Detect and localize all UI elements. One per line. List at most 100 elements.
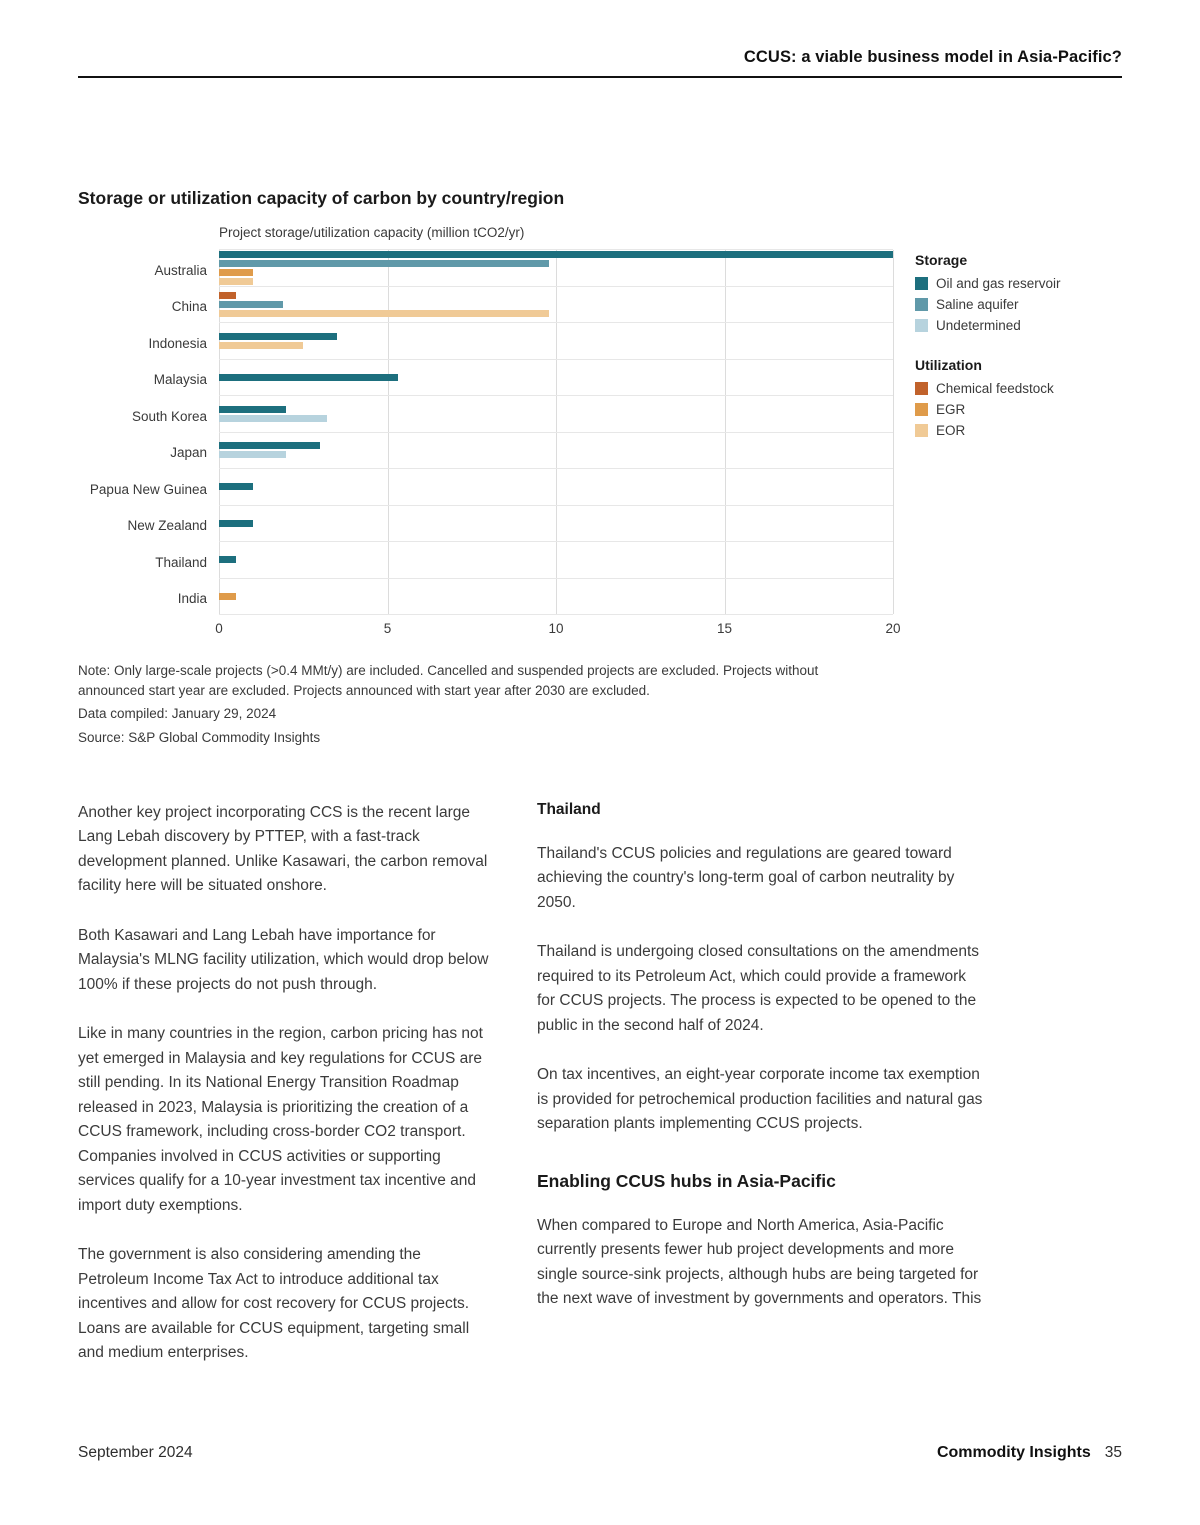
tick-label: 10	[548, 621, 564, 636]
page-header: CCUS: a viable business model in Asia-Pa…	[78, 0, 1122, 67]
page: CCUS: a viable business model in Asia-Pa…	[78, 0, 1122, 1391]
legend-swatch	[915, 319, 928, 332]
chart-bar	[219, 451, 287, 459]
tick-label: 0	[215, 621, 223, 636]
chart-row	[219, 433, 893, 469]
chart-row-label: Indonesia	[148, 335, 207, 351]
chart-bar	[219, 556, 236, 564]
chart-row-label: Thailand	[155, 554, 207, 570]
header-rule	[78, 76, 1122, 78]
chart-bar	[219, 300, 284, 308]
chart-bar	[219, 373, 398, 381]
footer-right: Commodity Insights 35	[937, 1444, 1122, 1462]
chart-bar	[219, 259, 550, 267]
tick-label: 20	[885, 621, 901, 636]
chart-row-label: New Zealand	[127, 518, 207, 534]
chart-row	[219, 323, 893, 360]
legend-item: Saline aquifer	[915, 297, 1122, 312]
paragraph: Both Kasawari and Lang Lebah have import…	[78, 926, 489, 993]
chart-row	[219, 360, 893, 396]
footer-page-number: 35	[1104, 1444, 1122, 1461]
footer-brand: Commodity Insights	[936, 1444, 1091, 1461]
paragraph: Another key project incorporating CCS is…	[78, 803, 488, 895]
legend-label: EOR	[936, 423, 966, 438]
chart-bar	[219, 483, 253, 491]
paragraph: Thailand is undergoing closed consultati…	[537, 943, 980, 1034]
page-footer: September 2024 Commodity Insights 35	[78, 1444, 1122, 1462]
legend-swatch	[915, 403, 928, 416]
subsection-heading-thailand: Thailand	[537, 800, 601, 818]
chart-bar	[219, 332, 337, 340]
chart-bar	[219, 414, 327, 422]
chart-bar	[219, 442, 321, 450]
tick-label: 15	[716, 621, 733, 636]
legend-group: Utilization Chemical feedstock EGR EOR	[915, 357, 1122, 438]
chart-notes: Note: Only large-scale projects (>0.4 MM…	[78, 661, 878, 749]
chart-row	[219, 287, 893, 323]
legend-label: Saline aquifer	[936, 297, 1019, 312]
legend-swatch	[915, 298, 928, 311]
footer-date: September 2024	[78, 1444, 193, 1461]
chart-bar	[219, 341, 304, 349]
legend-swatch	[915, 382, 928, 395]
legend-item: Oil and gas reservoir	[915, 276, 1122, 291]
legend-group-title: Storage	[915, 252, 968, 268]
paragraph: When compared to Europe and North Americ…	[537, 1216, 982, 1308]
chart-note: Note: Only large-scale projects (>0.4 MM…	[78, 663, 819, 698]
legend-item: Undetermined	[915, 318, 1122, 333]
chart-row-label: India	[177, 591, 207, 607]
left-column: Another key project incorporating CCS is…	[78, 801, 492, 1391]
legend-item: Chemical feedstock	[915, 381, 1122, 396]
chart-bar	[219, 291, 236, 299]
chart-bar	[219, 405, 287, 413]
chart-bar	[219, 592, 236, 600]
legend-item: EGR	[915, 402, 1122, 417]
paragraph: Thailand's CCUS policies and regulations…	[537, 844, 955, 911]
x-axis-title: Project storage/utilization capacity (mi…	[219, 225, 525, 240]
body-columns: Another key project incorporating CCS is…	[78, 801, 1122, 1391]
chart-row	[219, 506, 893, 542]
gridline	[893, 250, 894, 614]
chart-section: Storage or utilization capacity of carbo…	[78, 188, 1122, 749]
chart-row	[219, 250, 893, 287]
chart-row-label: Papua New Guinea	[89, 481, 207, 497]
chart-plot	[219, 249, 894, 615]
chart-bar	[219, 309, 550, 317]
chart: Australia China Indonesia Malaysia South Kor…	[78, 225, 1122, 643]
chart-row-label: Australia	[154, 262, 207, 278]
legend-group: Storage Oil and gas reservoir Saline aquif…	[915, 252, 1122, 333]
legend-label: Oil and gas reservoir	[936, 276, 1061, 291]
chart-row-label: Japan	[170, 445, 207, 461]
tick-label: 5	[383, 621, 392, 636]
data-compiled-line: Data compiled: January 29, 2024	[78, 706, 277, 722]
legend-item: EOR	[915, 423, 1122, 438]
header-title: CCUS: a viable business model in Asia-Pa…	[743, 48, 1122, 66]
legend-label: Undetermined	[936, 318, 1021, 333]
paragraph: On tax incentives, an eight-year corpora…	[537, 1066, 983, 1133]
chart-row	[219, 542, 893, 579]
legend-group-title: Utilization	[915, 357, 982, 373]
paragraph: The government is also considering amend…	[78, 1246, 470, 1362]
chart-legend: Storage Oil and gas reservoir Saline aquif…	[893, 225, 1122, 462]
legend-label: EGR	[936, 402, 966, 417]
chart-plot-col: Project storage/utilization capacity (mi…	[215, 225, 900, 643]
chart-bar	[219, 277, 253, 285]
chart-row-label: South Korea	[131, 408, 207, 424]
source-line: Source: S&P Global Commodity Insights	[78, 730, 321, 746]
chart-labels: Australia China Indonesia Malaysia South Kor…	[78, 225, 219, 617]
chart-row-label: Malaysia	[153, 372, 207, 388]
chart-bar	[219, 268, 253, 276]
paragraph: Like in many countries in the region, ca…	[78, 1025, 483, 1214]
section-heading-hubs: Enabling CCUS hubs in Asia-Pacific	[537, 1170, 836, 1191]
right-column: Thailand Thailand's CCUS policies and re…	[537, 801, 987, 1391]
chart-title: Storage or utilization capacity of carbo…	[78, 188, 565, 208]
chart-bar	[219, 519, 253, 527]
x-axis-ticks: 0 5 10 15 20	[215, 621, 900, 643]
legend-label: Chemical feedstock	[936, 381, 1054, 396]
chart-row	[219, 579, 893, 615]
legend-swatch	[915, 424, 928, 437]
chart-bar	[219, 250, 893, 258]
chart-row	[219, 396, 893, 433]
chart-row-label: China	[171, 299, 207, 315]
legend-swatch	[915, 277, 928, 290]
